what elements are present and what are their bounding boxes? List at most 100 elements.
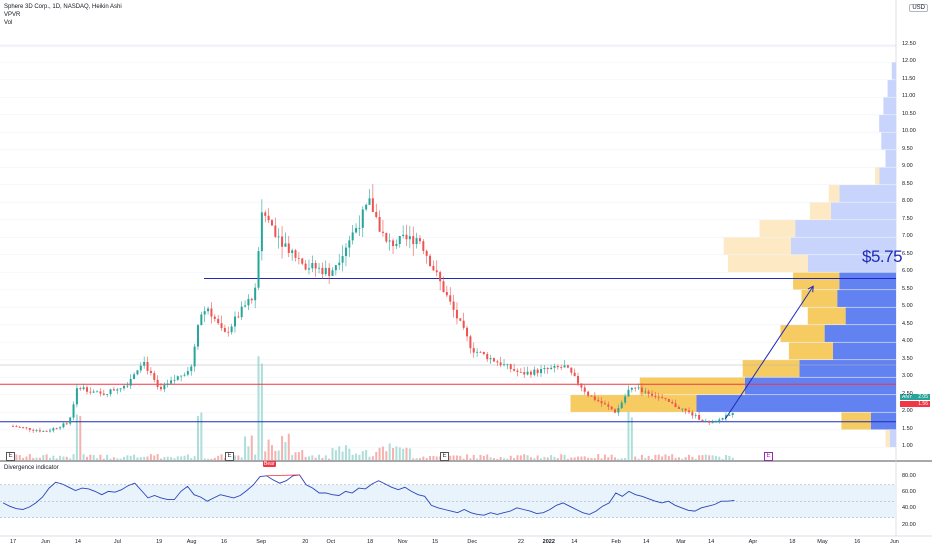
- indicator-line: [2, 474, 735, 516]
- volume-bar: [486, 454, 489, 460]
- volume-bar: [324, 455, 327, 460]
- arrow-line: [724, 285, 814, 420]
- candle-body: [634, 387, 637, 389]
- volume-bar: [677, 457, 680, 460]
- volume-bar: [361, 451, 364, 460]
- purple-event-badge[interactable]: E: [764, 452, 773, 461]
- candle-body: [260, 212, 263, 252]
- volume-bar: [714, 456, 717, 460]
- vp-blue-bar: [791, 237, 896, 255]
- candle-body: [459, 318, 462, 321]
- candle-body: [560, 367, 563, 368]
- volume-bar: [351, 454, 354, 460]
- level-tag: 1.56: [900, 401, 930, 407]
- candle-body: [587, 391, 590, 396]
- volume-bar: [207, 458, 210, 460]
- candle-body: [577, 376, 580, 384]
- candle-body: [721, 418, 724, 420]
- candle-body: [294, 250, 297, 258]
- candle-body: [580, 383, 583, 388]
- candle-body: [630, 387, 633, 390]
- volume-bar: [22, 457, 25, 460]
- volume-bar: [69, 458, 72, 460]
- candle-body: [661, 397, 664, 399]
- candle-body: [408, 236, 411, 240]
- last-price: 2.05: [918, 394, 928, 400]
- candle-body: [233, 316, 236, 327]
- vp-blue-bar: [870, 412, 896, 430]
- candle-body: [392, 240, 395, 247]
- y-tick-label: 11.00: [902, 93, 916, 100]
- candle-body: [496, 361, 499, 363]
- y-tick-label: 12.00: [902, 58, 916, 65]
- x-tick-label: 20: [302, 539, 309, 545]
- candle-body: [304, 263, 307, 270]
- volume-bar: [260, 363, 263, 460]
- volume-bar: [284, 442, 287, 460]
- y-tick-label: 3.50: [902, 355, 913, 362]
- candle-body: [667, 398, 670, 402]
- indicator-y-tick-label: 40.00: [902, 505, 916, 512]
- candle-body: [482, 351, 485, 355]
- volume-bar: [725, 454, 728, 460]
- candle-body: [449, 295, 452, 302]
- volume-bar: [338, 446, 341, 460]
- volume-bar: [381, 446, 384, 460]
- earnings-badge[interactable]: E: [6, 452, 15, 461]
- volume-bar: [89, 454, 92, 460]
- candle-body: [701, 419, 704, 422]
- earnings-badge[interactable]: E: [440, 452, 449, 461]
- volume-bar: [583, 456, 586, 460]
- candle-body: [405, 234, 408, 240]
- vp-yellow-bar: [759, 220, 796, 237]
- candle-body: [159, 386, 162, 390]
- volume-bar: [72, 454, 75, 460]
- volume-bar: [126, 455, 129, 460]
- vp-blue-bar: [879, 115, 896, 132]
- bear-label: Bear: [263, 461, 276, 467]
- candle-body: [371, 198, 374, 212]
- candle-body: [708, 420, 711, 423]
- volume-bar: [698, 455, 701, 460]
- candle-body: [203, 311, 206, 315]
- candle-body: [331, 270, 334, 276]
- candle-body: [452, 301, 455, 310]
- candle-body: [529, 371, 532, 375]
- volume-bar: [186, 454, 189, 460]
- volume-bar: [270, 445, 273, 460]
- candle-body: [264, 212, 267, 216]
- candle-body: [684, 408, 687, 411]
- candle-body: [301, 258, 304, 264]
- volume-bar: [264, 451, 267, 460]
- candle-body: [506, 364, 509, 366]
- candle-body: [52, 428, 55, 431]
- volume-bar: [593, 458, 596, 460]
- candle-body: [513, 369, 516, 371]
- candle-body: [714, 420, 717, 423]
- candle-body: [489, 358, 492, 360]
- volume-bar: [277, 450, 280, 460]
- earnings-badge[interactable]: E: [225, 452, 234, 461]
- candle-body: [28, 427, 31, 430]
- candle-body: [583, 387, 586, 392]
- currency-label[interactable]: USD: [909, 4, 928, 12]
- volume-bar: [59, 455, 62, 460]
- vp-yellow-bar: [807, 307, 846, 325]
- candle-body: [190, 366, 193, 372]
- volume-bar: [301, 450, 304, 460]
- volume-bar: [257, 356, 260, 460]
- candle-body: [146, 361, 149, 371]
- candle-body: [247, 298, 250, 306]
- arrow-head: [807, 285, 814, 293]
- volume-bar: [519, 455, 522, 460]
- volume-bar: [644, 457, 647, 460]
- candle-body: [385, 232, 388, 242]
- volume-bar: [469, 458, 472, 460]
- y-tick-label: 8.00: [902, 198, 913, 205]
- candle-body: [35, 430, 38, 432]
- y-tick-label: 4.50: [902, 320, 913, 327]
- volume-bar: [402, 448, 405, 460]
- vp-yellow-bar: [875, 167, 880, 185]
- candle-body: [116, 389, 119, 391]
- candle-body: [590, 395, 593, 397]
